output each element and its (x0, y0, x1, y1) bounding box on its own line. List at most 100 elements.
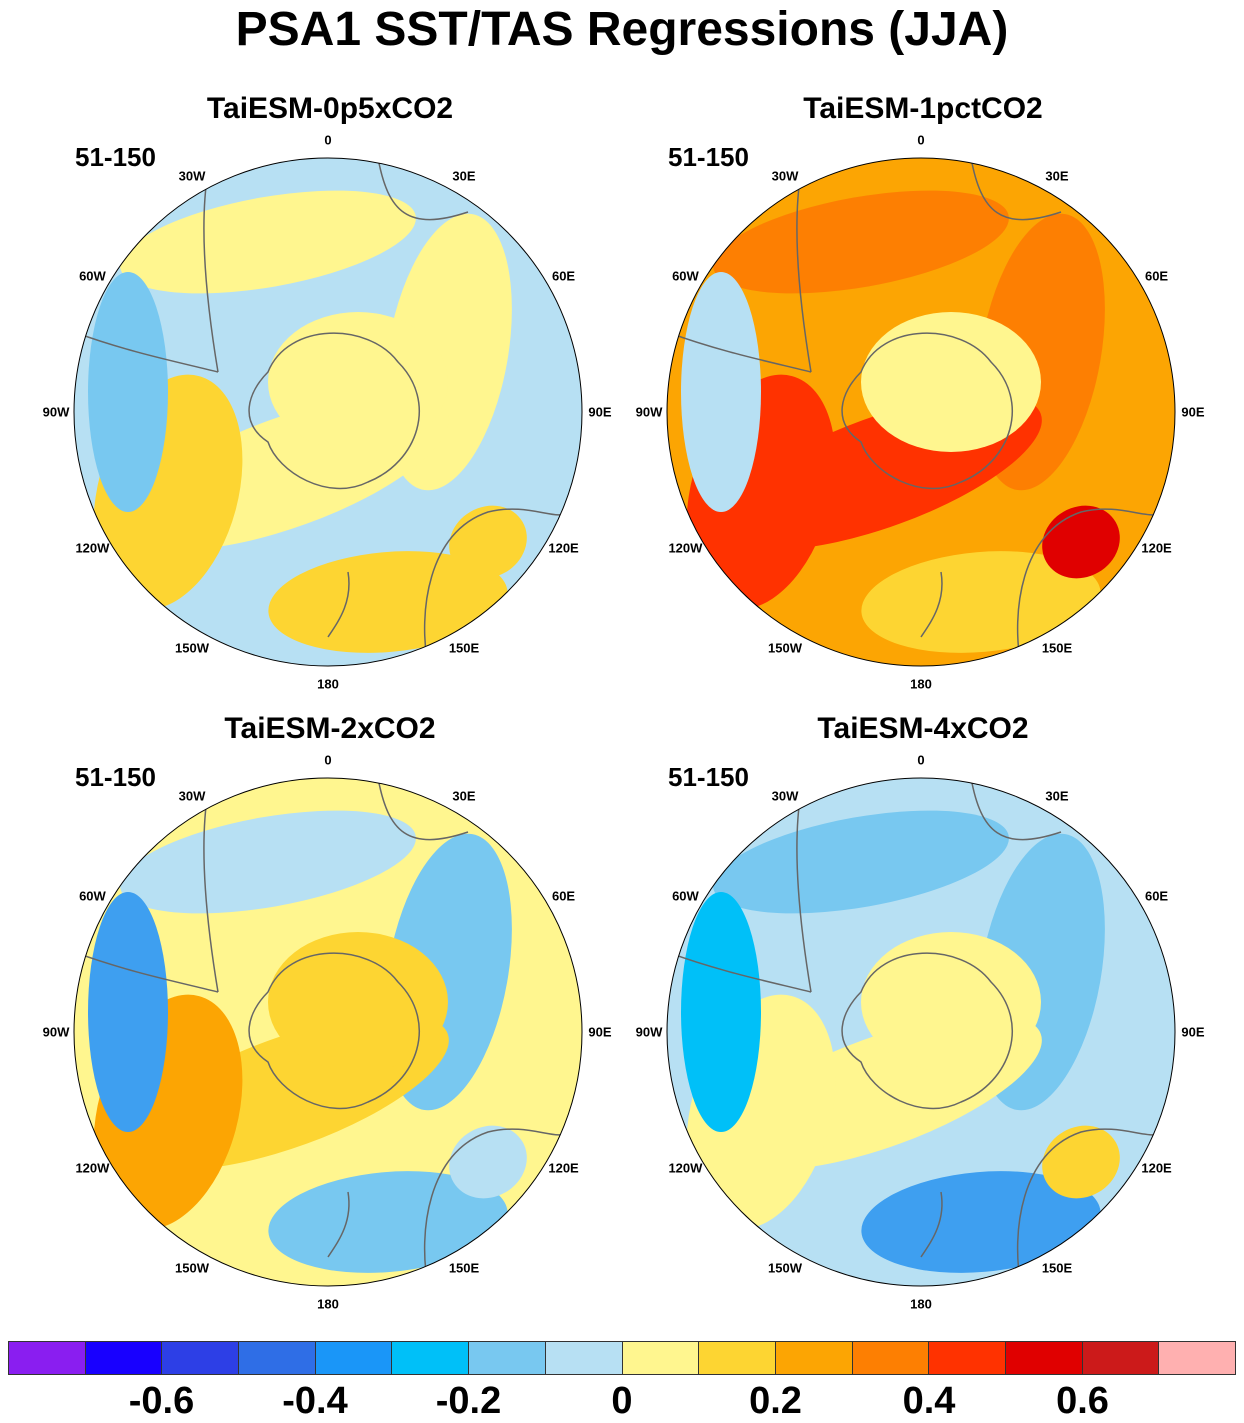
longitude-label: 150W (175, 640, 209, 656)
longitude-label: 120E (548, 1160, 579, 1176)
colorbar-swatch (469, 1341, 546, 1375)
longitude-label: 180 (910, 1296, 932, 1312)
field-contour-region (88, 892, 168, 1132)
colorbar-swatch (1082, 1341, 1160, 1375)
longitude-label: 150E (1041, 1260, 1073, 1276)
map-border (73, 157, 583, 667)
colorbar-swatch (8, 1341, 86, 1375)
colorbar-tick-label: -0.2 (435, 1380, 502, 1422)
colorbar-tick-label: 0.4 (902, 1380, 956, 1422)
longitude-label: 60E (551, 888, 576, 904)
polar-map (73, 777, 583, 1287)
antarctica-coastline (248, 952, 421, 1110)
colorbar-tick-label: 0 (611, 1380, 633, 1422)
longitude-label: 180 (317, 1296, 339, 1312)
figure-title: PSA1 SST/TAS Regressions (JJA) (235, 3, 1009, 56)
map-panel: TaiESM-2xCO2 51-150 0 30E 60E 90E 120E 150E 180 1… (30, 712, 630, 1320)
field-contour-region (268, 1171, 508, 1273)
map-panel: TaiESM-4xCO2 51-150 0 30E 60E 90E 120E 150E 180 1… (623, 712, 1223, 1320)
colorbar-swatch (622, 1341, 700, 1375)
longitude-label: 30E (452, 788, 476, 804)
longitude-label: 120W (668, 1160, 703, 1176)
colorbar-tick-label: 0.6 (1056, 1380, 1109, 1422)
longitude-label: 0 (917, 132, 925, 148)
field-contour-region (1042, 1125, 1120, 1199)
longitude-label: 30W (178, 168, 206, 184)
colorbar-swatch (699, 1341, 776, 1375)
continent-coastline (970, 158, 1062, 221)
colorbar-swatch (85, 1341, 163, 1375)
field-contour-region (861, 932, 1041, 1072)
longitude-label: 90W (635, 404, 663, 420)
longitude-label: 120W (75, 1160, 110, 1176)
antarctica-coastline (248, 332, 421, 490)
panel-title: TaiESM-4xCO2 (817, 712, 1029, 745)
field-contour-region (268, 932, 448, 1072)
field-contour-region (120, 810, 416, 914)
continent-coastline (667, 951, 812, 993)
continent-coastline (796, 791, 812, 993)
continent-coastline (203, 791, 219, 993)
polar-map (73, 157, 583, 667)
continent-coastline (667, 331, 812, 373)
map-panel: TaiESM-0p5xCO2 51-150 0 30E 60E 90E 120E 150E 18… (30, 92, 630, 700)
map-panel: TaiESM-1pctCO2 51-150 0 30E 60E 90E 120E 150E 18… (623, 92, 1223, 700)
field-contour-region (120, 190, 416, 294)
polar-map (666, 157, 1176, 667)
field-contour-region (88, 272, 168, 512)
antarctica-coastline (841, 332, 1014, 490)
field-contour-region (713, 810, 1009, 914)
continent-coastline (920, 1191, 943, 1258)
longitude-label: 30W (178, 788, 206, 804)
map-border (666, 777, 1176, 1287)
longitude-label: 180 (910, 676, 932, 692)
field-contour-region (861, 312, 1041, 452)
longitude-label: 90E (1181, 1024, 1205, 1040)
longitude-label: 120E (1141, 540, 1172, 556)
panel-title: TaiESM-1pctCO2 (803, 92, 1043, 125)
continent-coastline (970, 778, 1062, 841)
continent-coastline (377, 778, 469, 841)
colorbar-swatch (545, 1341, 623, 1375)
longitude-label: 90E (588, 1024, 612, 1040)
antarctica-coastline (841, 952, 1014, 1110)
longitude-label: 150E (448, 640, 480, 656)
longitude-label: 30E (1045, 788, 1069, 804)
longitude-label: 120E (548, 540, 579, 556)
continent-coastline (796, 171, 812, 373)
period-label: 51-150 (75, 762, 156, 792)
colorbar-swatch (1159, 1341, 1236, 1375)
colorbar-tick-label: -0.4 (282, 1380, 348, 1422)
continent-coastline (1016, 508, 1162, 666)
longitude-label: 0 (324, 132, 332, 148)
longitude-label: 30W (771, 168, 799, 184)
longitude-label: 30W (771, 788, 799, 804)
panel-title: TaiESM-2xCO2 (224, 712, 436, 745)
colorbar-swatch (392, 1341, 470, 1375)
colorbar-swatch (852, 1341, 930, 1375)
longitude-label: 60W (672, 268, 699, 284)
field-contour-region (681, 272, 761, 512)
longitude-label: 150W (768, 1260, 802, 1276)
colorbar-swatch (1005, 1341, 1083, 1375)
colorbar-swatch (775, 1341, 853, 1375)
continent-coastline (327, 571, 350, 638)
continent-coastline (423, 508, 569, 666)
longitude-label: 60E (1144, 268, 1169, 284)
longitude-label: 150E (448, 1260, 480, 1276)
field-contour-region (1042, 505, 1120, 579)
field-contour-region (861, 1171, 1101, 1273)
longitude-label: 120W (75, 540, 110, 556)
longitude-label: 90W (42, 404, 70, 420)
longitude-label: 150W (768, 640, 802, 656)
continent-coastline (1016, 1128, 1162, 1286)
field-contour-region (713, 190, 1009, 294)
continent-coastline (920, 571, 943, 638)
field-contour-region (681, 892, 761, 1132)
continent-coastline (203, 171, 219, 373)
longitude-label: 60E (551, 268, 576, 284)
field-contour-region (861, 551, 1101, 653)
longitude-label: 30E (452, 168, 476, 184)
field-contour-region (268, 312, 448, 452)
continent-coastline (74, 331, 219, 373)
